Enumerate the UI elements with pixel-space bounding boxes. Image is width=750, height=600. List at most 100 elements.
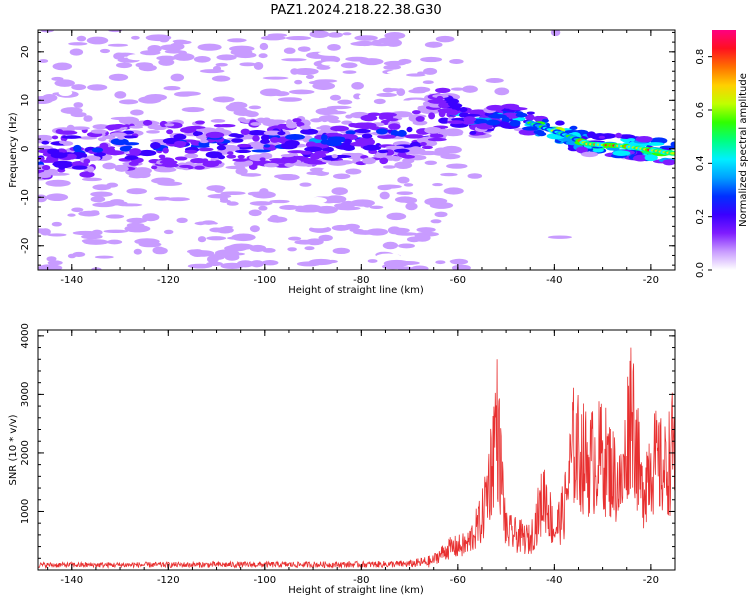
spectrogram-noise-cell: [52, 62, 73, 71]
spectrogram-noise-cell: [485, 77, 504, 84]
colorbar: 0.0 0.2 0.4 0.6 0.8 Normalized spectral ampl…: [695, 30, 749, 278]
spectrogram-ridge-cell: [97, 137, 107, 142]
spectrogram-noise-cell: [170, 73, 185, 82]
spectrogram-ridge-cell: [142, 119, 153, 126]
x-tick-label: -20: [643, 575, 659, 586]
spectrogram-ridge-cell: [73, 144, 82, 152]
spectrogram-noise-cell: [262, 248, 276, 253]
spectrogram-ridge-cell: [285, 133, 305, 141]
spectrogram-noise-cell: [378, 37, 400, 44]
spectrogram-noise-cell: [266, 99, 280, 104]
spectrogram-noise-cell: [403, 183, 414, 187]
spectrogram-noise-cell: [87, 84, 108, 91]
spectrogram-noise-cell: [279, 205, 300, 210]
spectrogram-noise-cell: [307, 222, 330, 229]
spectrogram-noise-cell: [249, 244, 267, 252]
colorbar-tick-label: 0.4: [695, 155, 706, 171]
spectrogram-noise-cell: [38, 228, 50, 234]
spectrogram-ridge-cell: [438, 110, 446, 118]
spectrogram-noise-cell: [164, 49, 184, 54]
spectrogram-noise-cell: [38, 59, 49, 63]
spectrogram-noise-cell: [219, 196, 229, 202]
spectrogram-ridge-cell: [114, 165, 129, 172]
spectrogram-noise-cell: [244, 111, 259, 118]
spectrogram-noise-cell: [299, 182, 312, 187]
spectrogram-ridge-cell: [159, 160, 178, 165]
snr-ylabel: SNR (10 * v/v): [8, 414, 19, 485]
spectrogram-ridge-cell: [397, 129, 407, 137]
spectrogram-ridge-cell: [360, 114, 378, 122]
spectrogram-noise-cell: [294, 239, 316, 245]
spectrogram-noise-cell: [308, 80, 330, 85]
spectrogram-noise-cell: [277, 97, 303, 102]
x-tick-label: -140: [60, 575, 83, 586]
spectrogram-noise-cell: [250, 260, 264, 268]
spectrogram-noise-cell: [227, 38, 247, 43]
x-tick-label: -80: [353, 575, 369, 586]
spectrogram-noise-cell: [435, 35, 455, 43]
spectrogram-noise-cell: [89, 210, 100, 214]
figure-title: PAZ1.2024.218.22.38.G30: [270, 3, 441, 18]
spectrogram-noise-cell: [424, 160, 438, 165]
spectrogram-noise-cell: [220, 191, 246, 196]
spectrogram-ridge-cell: [304, 146, 323, 153]
spectrogram-noise-cell: [81, 177, 103, 182]
x-tick-label: -20: [643, 275, 659, 286]
spectrogram-ridge-cell: [83, 158, 91, 164]
spectrogram-ridge-cell: [250, 122, 262, 126]
spectrogram-ridge-cell: [174, 156, 188, 161]
spectrogram-ylabel: Frequency (Hz): [8, 112, 19, 188]
spectrogram-noise-cell: [99, 48, 111, 54]
spectrogram-ridge-cell: [107, 125, 115, 131]
spectrogram-ridge-cell: [260, 138, 270, 145]
spectrogram-noise-cell: [315, 107, 339, 116]
spectrogram-ridge-cell: [198, 147, 214, 152]
spectrogram-noise-cell: [91, 229, 103, 236]
spectrogram-ridge-cell: [328, 119, 341, 124]
spectrogram-noise-cell: [450, 87, 465, 91]
spectrogram-ridge-cell: [51, 135, 59, 140]
spectrogram-noise-cell: [375, 253, 402, 261]
spectrogram-noise-cell: [340, 62, 358, 69]
spectrogram-noise-cell: [353, 230, 378, 235]
spectrogram-ridge-cell: [362, 144, 380, 151]
spectrogram-ridge-cell: [387, 156, 403, 161]
spectrogram-ridge-cell: [227, 151, 234, 155]
spectrogram-noise-cell: [269, 214, 280, 223]
spectrogram-noise-cell: [181, 107, 205, 113]
spectrogram-noise-cell: [115, 83, 125, 91]
spectrogram-noise-cell: [71, 84, 87, 91]
spectrogram-noise-cell: [413, 234, 431, 242]
spectrogram-ridge-cell: [124, 155, 139, 160]
x-tick-label: -140: [60, 275, 83, 286]
spectrogram-ridge-cell: [314, 150, 330, 155]
spectrogram-ridge-cell: [612, 150, 631, 156]
spectrogram-noise-cell: [398, 243, 415, 249]
spectrogram-ridge-cell: [53, 160, 73, 165]
spectrogram-noise-cell: [450, 258, 469, 265]
spectrogram-ridge-cell: [509, 119, 521, 127]
spectrogram-noise-cell: [214, 249, 240, 257]
snr-frame: [37, 329, 676, 571]
y-tick-label: 4000: [20, 323, 31, 348]
spectrogram-noise-cell: [114, 91, 127, 99]
spectrogram-core-cell: [670, 152, 675, 155]
spectrogram-noise-cell: [151, 177, 175, 184]
spectrogram-xlabel: Height of straight line (km): [288, 285, 424, 296]
spectrogram-noise-cell: [288, 89, 315, 95]
spectrogram-ridge-cell: [277, 131, 286, 136]
spectrogram-ridge-cell: [533, 115, 543, 122]
spectrogram-ridge-cell: [150, 142, 161, 149]
spectrogram-ridge-cell: [428, 99, 447, 104]
spectrogram-noise-cell: [197, 43, 222, 51]
spectrogram-ridge-cell: [284, 162, 295, 167]
spectrogram-ridge-cell: [330, 125, 350, 132]
spectrogram-noise-cell: [160, 44, 180, 51]
spectrogram-noise-cell: [46, 256, 57, 262]
spectrogram-ridge-cell: [269, 136, 280, 143]
spectrogram-ridge-cell: [390, 129, 399, 137]
spectrogram-noise-cell: [172, 39, 188, 43]
spectrogram-noise-cell: [206, 185, 226, 192]
spectrogram-ridge-cell: [435, 87, 451, 94]
